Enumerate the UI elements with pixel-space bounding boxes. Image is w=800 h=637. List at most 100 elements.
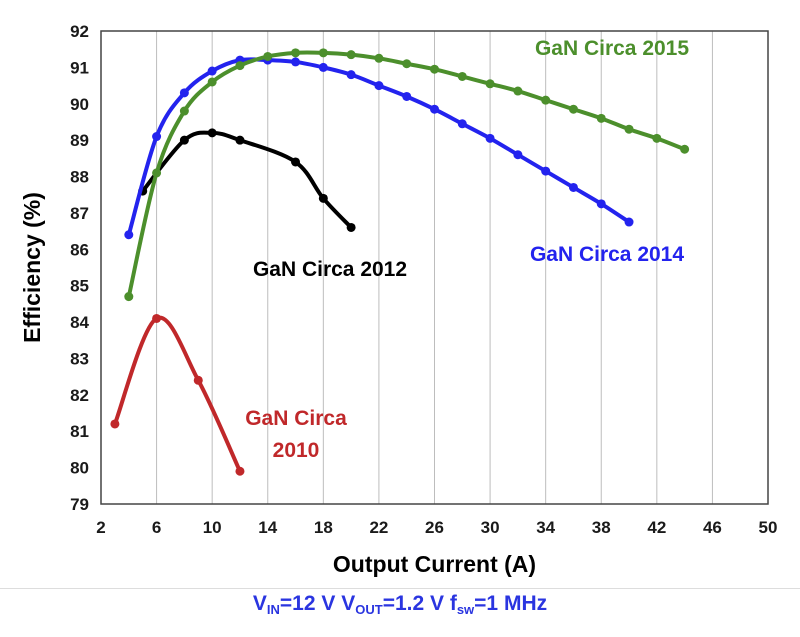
y-tick-label: 84 [70,313,89,332]
data-point-gan-circa-2014 [485,133,495,143]
data-point-gan-circa-2015 [485,79,495,89]
test-conditions-caption: VIN=12 V VOUT=1.2 V fsw=1 MHz [0,592,800,617]
data-point-gan-circa-2015 [346,50,356,60]
series-line-gan-circa-2010 [112,315,242,474]
x-tick-label: 22 [369,518,388,537]
y-tick-label: 81 [70,422,89,441]
y-tick-label: 91 [70,58,89,77]
y-tick-label: 83 [70,349,89,368]
data-point-gan-circa-2014 [513,150,523,160]
data-point-gan-circa-2015 [235,61,245,71]
x-tick-label: 26 [425,518,444,537]
data-point-gan-circa-2015 [513,86,523,96]
data-point-gan-circa-2012 [291,157,301,167]
data-point-gan-circa-2015 [541,95,551,105]
y-tick-label: 88 [70,168,89,187]
x-tick-label: 10 [203,518,222,537]
y-tick-label: 90 [70,95,89,114]
y-tick-labels: 79 80 81 82 83 84 85 86 87 88 89 90 91 92 [70,22,89,514]
data-point-gan-circa-2015 [402,59,412,69]
data-point-gan-circa-2015 [179,106,189,116]
x-tick-label: 42 [647,518,666,537]
x-tick-label: 46 [703,518,722,537]
y-axis-title: Efficiency (%) [19,192,45,343]
data-point-gan-circa-2015 [652,133,662,143]
data-point-gan-circa-2015 [124,292,134,302]
x-tick-label: 38 [592,518,611,537]
x-tick-label: 14 [258,518,277,537]
caption-f: f [449,592,457,615]
series-label-gan-circa-2015: GaN Circa 2015 [535,37,689,60]
data-point-gan-circa-2010 [193,375,203,385]
data-point-gan-circa-2014 [346,70,356,80]
x-tick-label: 50 [759,518,778,537]
caption-divider [0,588,800,589]
data-point-gan-circa-2015 [291,48,301,58]
data-point-gan-circa-2014 [179,88,189,98]
data-point-gan-circa-2014 [624,217,634,227]
data-point-gan-circa-2014 [402,91,412,101]
data-point-gan-circa-2012 [207,128,217,138]
caption-sw-sub: sw [456,602,475,617]
data-point-gan-circa-2012 [179,135,189,145]
data-point-gan-circa-2015 [680,144,690,154]
data-point-gan-circa-2010 [110,419,120,429]
x-tick-label: 6 [152,518,161,537]
data-point-gan-circa-2015 [207,77,217,87]
data-point-gan-circa-2012 [318,193,328,203]
grid-lines [100,31,769,504]
y-tick-label: 89 [70,131,89,150]
caption-part2: =1.2 V [382,592,450,615]
data-point-gan-circa-2014 [568,182,578,192]
y-tick-label: 79 [70,495,89,514]
data-point-gan-circa-2014 [596,199,606,209]
caption-in-sub: IN [266,602,280,617]
caption-out-sub: OUT [355,602,383,617]
plot-area-frame [100,30,769,505]
data-point-gan-circa-2015 [374,53,384,63]
data-point-gan-circa-2012 [235,135,245,145]
x-tick-label: 34 [536,518,555,537]
x-tick-labels: 2 6 10 14 18 22 26 30 34 38 42 46 50 [96,518,777,537]
series-label-gan-circa-2014: GaN Circa 2014 [530,243,684,266]
data-point-gan-circa-2014 [430,104,439,114]
x-axis-title: Output Current (A) [333,551,536,577]
data-point-gan-circa-2010 [235,466,245,476]
data-point-gan-circa-2014 [318,62,328,72]
data-point-gan-circa-2010 [152,313,162,323]
y-tick-label: 85 [70,277,89,296]
data-point-gan-circa-2015 [457,71,467,81]
y-tick-label: 80 [70,459,89,478]
data-point-gan-circa-2015 [430,64,439,74]
data-point-gan-circa-2015 [263,51,273,61]
data-point-gan-circa-2015 [152,168,162,178]
caption-part3: =1 MHz [474,592,548,615]
data-point-gan-circa-2014 [541,166,551,176]
series-labels: GaN Circa 2010 GaN Circa 2012 GaN Circa 201… [245,37,689,462]
data-point-gan-circa-2014 [124,230,134,240]
data-point-gan-circa-2015 [568,104,578,114]
y-tick-label: 92 [70,22,89,41]
y-tick-label: 82 [70,386,89,405]
x-tick-label: 2 [96,518,105,537]
y-tick-label: 86 [70,240,89,259]
caption-v2: V [341,592,356,615]
y-tick-label: 87 [70,204,89,223]
series-label-gan-circa-2010: GaN Circa [245,407,347,430]
data-point-gan-circa-2014 [374,81,384,91]
data-point-gan-circa-2014 [291,57,301,67]
data-point-gan-circa-2012 [346,222,356,232]
x-tick-label: 30 [481,518,500,537]
caption-v: V [252,592,267,615]
series-label-gan-circa-2010: 2010 [273,439,320,462]
data-point-gan-circa-2015 [318,48,328,58]
data-point-gan-circa-2014 [207,66,217,76]
x-tick-label: 18 [314,518,333,537]
data-point-gan-circa-2014 [152,132,162,142]
series-layer [110,48,690,476]
series-label-gan-circa-2012: GaN Circa 2012 [253,258,407,281]
data-point-gan-circa-2015 [596,113,606,123]
data-point-gan-circa-2015 [624,124,634,134]
caption-part1: =12 V [279,592,342,615]
